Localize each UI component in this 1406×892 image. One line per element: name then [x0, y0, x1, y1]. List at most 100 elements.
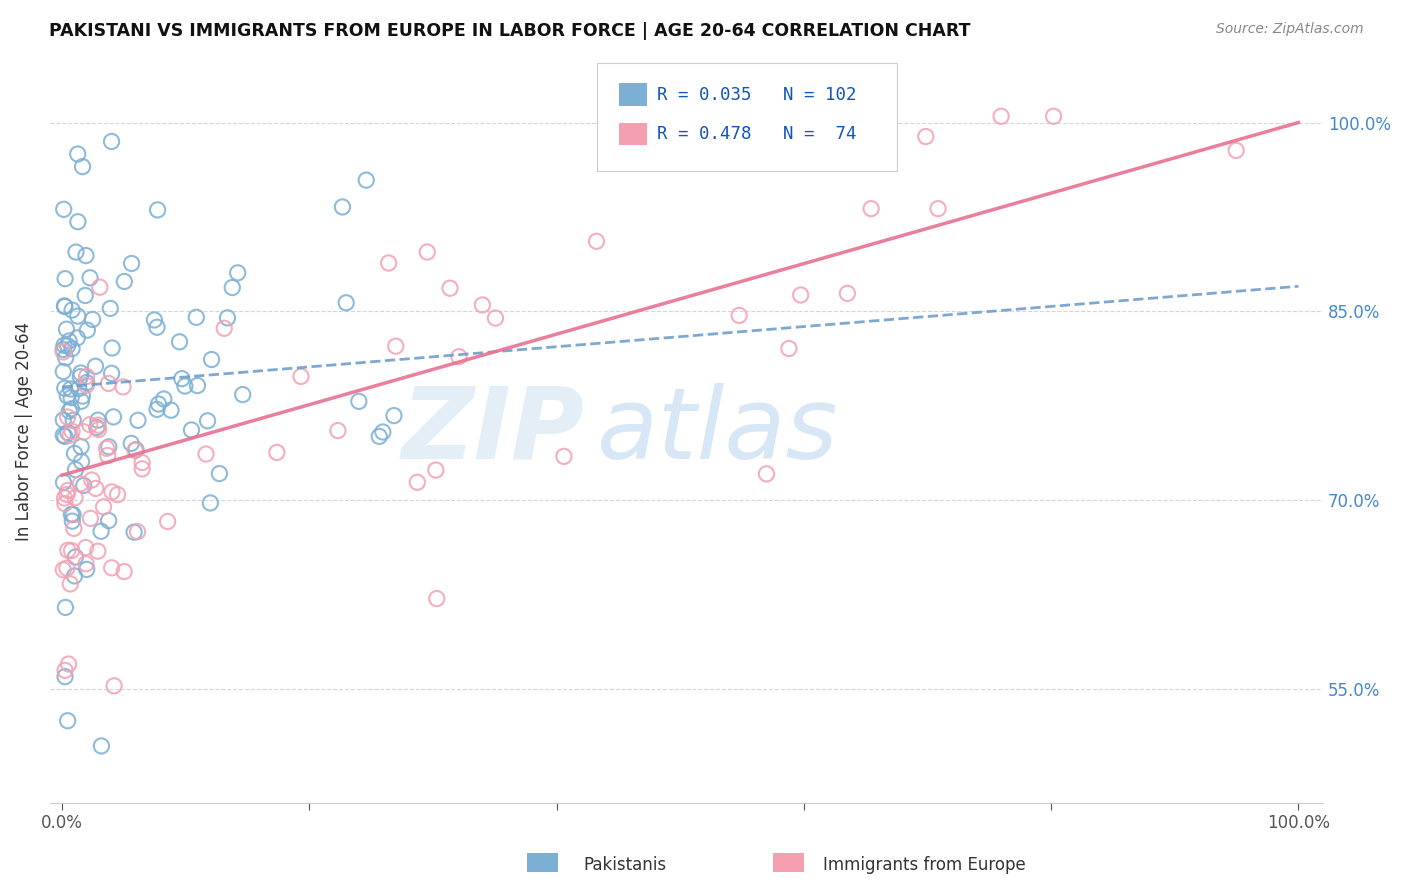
- Point: [377, 256, 399, 270]
- Point: [52, 563, 75, 577]
- Point: [837, 286, 859, 301]
- Point: [914, 129, 936, 144]
- Point: [425, 463, 447, 477]
- Point: [406, 475, 429, 490]
- Point: [60, 342, 83, 356]
- Point: [447, 350, 470, 364]
- Point: [56, 487, 79, 501]
- Point: [60, 514, 83, 528]
- Point: [121, 256, 143, 270]
- Point: [76, 376, 98, 390]
- Point: [84, 359, 107, 374]
- Point: [53, 670, 76, 684]
- Point: [103, 409, 125, 424]
- Point: [60, 425, 83, 439]
- Point: [75, 378, 97, 392]
- Text: Pakistanis: Pakistanis: [583, 856, 666, 874]
- Point: [73, 425, 96, 439]
- Point: [66, 215, 89, 229]
- Point: [87, 544, 110, 558]
- Point: [70, 394, 93, 409]
- Point: [60, 303, 83, 318]
- Point: [332, 200, 354, 214]
- Point: [208, 467, 231, 481]
- Point: [65, 245, 87, 260]
- Point: [97, 440, 120, 454]
- Point: [153, 392, 176, 406]
- Point: [553, 450, 575, 464]
- Point: [53, 338, 76, 352]
- Point: [80, 473, 103, 487]
- Point: [146, 202, 169, 217]
- Text: R = 0.478   N =  74: R = 0.478 N = 74: [657, 125, 856, 143]
- Point: [90, 524, 112, 539]
- Text: PAKISTANI VS IMMIGRANTS FROM EUROPE IN LABOR FORCE | AGE 20-64 CORRELATION CHART: PAKISTANI VS IMMIGRANTS FROM EUROPE IN L…: [49, 22, 970, 40]
- Point: [416, 245, 439, 260]
- Point: [79, 511, 101, 525]
- Point: [197, 414, 219, 428]
- Text: Source: ZipAtlas.com: Source: ZipAtlas.com: [1216, 22, 1364, 37]
- Point: [53, 497, 76, 511]
- Point: [52, 364, 75, 378]
- Point: [226, 266, 249, 280]
- Point: [63, 521, 86, 535]
- Point: [73, 478, 96, 492]
- Point: [66, 147, 89, 161]
- Point: [335, 295, 357, 310]
- Point: [52, 428, 75, 442]
- Point: [990, 109, 1012, 123]
- Point: [93, 500, 115, 514]
- Point: [60, 508, 83, 522]
- Point: [232, 387, 254, 401]
- Point: [76, 562, 98, 576]
- Point: [52, 345, 75, 359]
- Point: [127, 524, 149, 539]
- Point: [195, 447, 218, 461]
- Point: [63, 446, 86, 460]
- Point: [56, 389, 79, 403]
- Point: [53, 664, 76, 678]
- Point: [70, 440, 93, 454]
- Point: [180, 423, 202, 437]
- Point: [426, 591, 449, 606]
- Point: [200, 352, 222, 367]
- Point: [221, 280, 243, 294]
- Point: [471, 298, 494, 312]
- Point: [66, 309, 89, 323]
- Point: [59, 382, 82, 396]
- Point: [354, 173, 377, 187]
- Point: [56, 425, 79, 440]
- Point: [112, 380, 135, 394]
- Point: [59, 577, 82, 591]
- Point: [62, 413, 84, 427]
- Point: [484, 311, 506, 326]
- Point: [63, 491, 86, 505]
- Point: [72, 389, 94, 403]
- Point: [860, 202, 883, 216]
- Point: [56, 409, 79, 424]
- Point: [160, 403, 183, 417]
- Point: [112, 275, 135, 289]
- Point: [169, 334, 191, 349]
- Point: [86, 420, 108, 434]
- Point: [59, 428, 82, 442]
- Point: [76, 323, 98, 337]
- Point: [53, 381, 76, 395]
- Point: [585, 235, 607, 249]
- Point: [131, 462, 153, 476]
- Point: [755, 467, 778, 481]
- Point: [87, 418, 110, 433]
- Point: [100, 561, 122, 575]
- Point: [75, 557, 97, 571]
- Point: [170, 372, 193, 386]
- Point: [101, 484, 124, 499]
- Point: [56, 543, 79, 558]
- Point: [52, 475, 75, 490]
- Point: [156, 515, 179, 529]
- Point: [347, 394, 370, 409]
- Point: [100, 135, 122, 149]
- Point: [87, 423, 110, 437]
- Point: [148, 397, 170, 411]
- Point: [1042, 109, 1064, 123]
- Point: [56, 483, 79, 498]
